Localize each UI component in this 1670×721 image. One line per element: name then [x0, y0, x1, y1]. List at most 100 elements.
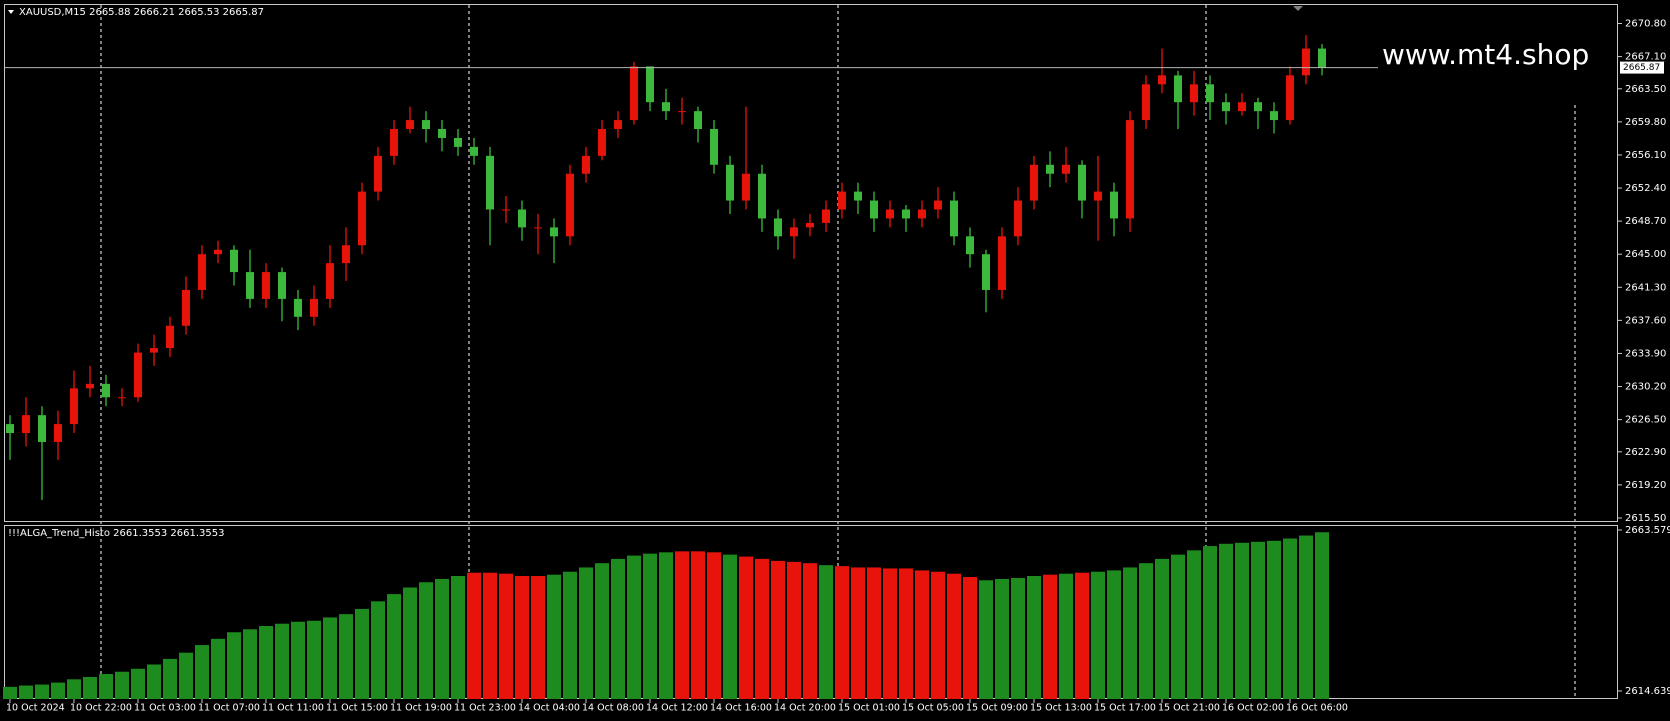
x-tick-label: 11 Oct 07:00 [198, 703, 260, 714]
candle-body [1254, 102, 1262, 112]
price-label-box [1620, 61, 1664, 74]
histogram-bar [755, 558, 769, 699]
histogram-bar [1107, 570, 1121, 699]
x-tick-label: 15 Oct 17:00 [1094, 703, 1156, 714]
candle-body [230, 249, 238, 273]
histogram-bar [659, 552, 673, 699]
histogram-bar [819, 565, 833, 699]
histogram-bar [99, 674, 113, 699]
menu-triangle [8, 10, 14, 14]
x-tick-label: 10 Oct 2024 [6, 703, 65, 714]
histogram-bar [1155, 558, 1169, 699]
candle-body [534, 227, 542, 229]
x-tick-label: 15 Oct 21:00 [1158, 703, 1220, 714]
candle-body [662, 102, 670, 112]
histogram-bar [835, 566, 849, 699]
y-tick-label: 2615.50 [1625, 513, 1666, 524]
histogram-bar [35, 684, 49, 699]
histogram-bar [1139, 563, 1153, 699]
candle-body [198, 254, 206, 290]
y-tick-label: 2614.6394 [1625, 686, 1670, 697]
candle-body [118, 397, 126, 399]
y-tick-label: 2670.80 [1625, 19, 1666, 30]
watermark: www.mt4.shop [1382, 38, 1589, 71]
y-tick-label: 2648.70 [1625, 216, 1666, 227]
candle-body [854, 191, 862, 201]
histogram-bar [1011, 577, 1025, 699]
y-tick-label: 2626.50 [1625, 415, 1666, 426]
histogram-bar [323, 617, 337, 699]
candle-body [326, 263, 334, 299]
histogram-bar [435, 578, 449, 699]
y-tick-label: 2659.80 [1625, 117, 1666, 128]
histogram-bar [403, 587, 417, 699]
candle-body [1046, 164, 1054, 174]
histogram-bar [883, 568, 897, 699]
histogram-bar [19, 685, 33, 699]
histogram-bar [595, 563, 609, 699]
candle-body [70, 388, 78, 425]
candle-body [86, 383, 94, 389]
histogram-bar [707, 552, 721, 699]
y-tick-label: 2667.10 [1625, 52, 1666, 63]
histogram-bar [1059, 573, 1073, 699]
candle-body [294, 298, 302, 317]
candle-body [342, 245, 350, 264]
x-tick-label: 14 Oct 04:00 [518, 703, 580, 714]
histogram-bar [1027, 576, 1041, 699]
candle-body [1302, 48, 1310, 76]
histogram-bar [675, 551, 689, 699]
histogram-bar [739, 556, 753, 699]
x-tick-label: 15 Oct 01:00 [838, 703, 900, 714]
histogram-bar [1203, 546, 1217, 699]
candle-body [1238, 102, 1246, 112]
candle-body [1286, 75, 1294, 121]
candle-body [934, 200, 942, 210]
candle-body [486, 155, 494, 210]
histogram-bar [1187, 550, 1201, 699]
histogram-bar [547, 574, 561, 699]
histogram-bar [931, 571, 945, 699]
histogram-bar [979, 580, 993, 699]
candle-body [1110, 191, 1118, 219]
histogram-bar [259, 626, 273, 699]
chart-shift-marker [1293, 6, 1303, 11]
histogram-bar [563, 571, 577, 699]
chart-title: XAUUSD,M15 2665.88 2666.21 2665.53 2665.… [19, 7, 264, 18]
x-tick-label: 14 Oct 08:00 [582, 703, 644, 714]
histogram-bar [1219, 543, 1233, 699]
candle-body [566, 173, 574, 237]
histogram-bar [115, 671, 129, 699]
histogram-bar [627, 555, 641, 699]
candle-body [1206, 84, 1214, 103]
histogram-bar [291, 621, 305, 699]
histogram-bar [51, 682, 65, 699]
histogram-bar [467, 572, 481, 699]
candle-body [806, 222, 814, 228]
histogram-bar [1235, 542, 1249, 699]
x-tick-label: 14 Oct 16:00 [710, 703, 772, 714]
histogram-bar [419, 582, 433, 699]
histogram-bar [899, 568, 913, 699]
candle-body [246, 272, 254, 299]
candle-body [902, 209, 910, 219]
candle-body [470, 146, 478, 156]
y-tick-label: 2630.20 [1625, 382, 1666, 393]
y-tick-label: 2663.50 [1625, 84, 1666, 95]
candle-body [1126, 120, 1134, 219]
histogram-bar [339, 614, 353, 699]
candle-body [1222, 102, 1230, 112]
candle-body [502, 209, 510, 211]
candle-body [726, 164, 734, 201]
x-tick-label: 11 Oct 11:00 [262, 703, 324, 714]
y-tick-label: 2652.40 [1625, 183, 1666, 194]
histogram-bar [1075, 572, 1089, 699]
candle-body [1190, 84, 1198, 103]
candle-body [822, 209, 830, 223]
histogram-bar [387, 594, 401, 699]
candle-body [390, 129, 398, 156]
y-tick-label: 2619.20 [1625, 480, 1666, 491]
histogram-bar [211, 638, 225, 699]
price-label: 2665.87 [1623, 63, 1660, 73]
candle-body [774, 218, 782, 237]
